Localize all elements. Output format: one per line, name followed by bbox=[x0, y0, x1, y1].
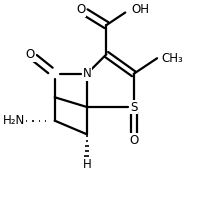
Text: S: S bbox=[130, 101, 137, 113]
Text: N: N bbox=[83, 67, 91, 80]
Text: H₂N: H₂N bbox=[3, 114, 25, 127]
Text: CH₃: CH₃ bbox=[161, 52, 183, 65]
Text: O: O bbox=[26, 48, 35, 61]
Text: OH: OH bbox=[132, 3, 150, 16]
Text: O: O bbox=[129, 134, 138, 147]
Text: H: H bbox=[83, 158, 91, 171]
Text: O: O bbox=[76, 3, 86, 16]
